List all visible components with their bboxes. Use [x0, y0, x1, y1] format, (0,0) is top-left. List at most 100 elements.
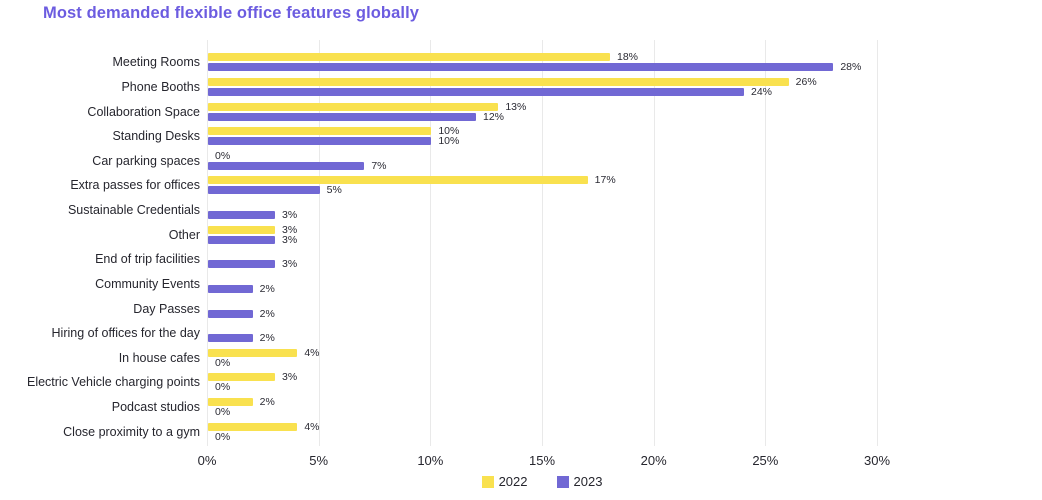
x-axis-tick-label: 0% [197, 453, 217, 468]
bar-2023: 5% [208, 184, 342, 196]
legend-swatch-icon [481, 475, 494, 488]
category-label: Phone Booths [121, 79, 200, 94]
x-axis-tick-label: 5% [309, 453, 329, 468]
bar-2022: 2% [208, 396, 275, 408]
category-label: Close proximity to a gym [63, 424, 200, 439]
legend-item-2022: 2022 [481, 474, 528, 489]
bar-value-label: 3% [282, 209, 298, 222]
bar-2022: 3% [208, 371, 297, 383]
bar-track: 3% 0% [207, 370, 877, 395]
x-axis-tick-label: 30% [863, 453, 891, 468]
bar-2023: 10% [208, 135, 459, 147]
gridline [765, 40, 767, 446]
bar-value-label: 4% [304, 346, 320, 359]
bar-value-label: 0% [215, 430, 231, 443]
bar-track: 4% 0% [207, 346, 877, 371]
bar-2023: 3% [208, 209, 297, 221]
bar-value-label: 3% [282, 233, 298, 246]
x-axis-tick-label: 15% [528, 453, 556, 468]
bar-track: 17% 5% [207, 173, 877, 198]
chart-row: End of trip facilities 3% [0, 247, 877, 272]
category-label: Day Passes [133, 301, 200, 316]
bar-2023: 2% [208, 332, 275, 344]
bar-2022: 18% [208, 51, 638, 63]
chart-row: Podcast studios 2% 0% [0, 395, 877, 420]
chart-row: In house cafes 4% 0% [0, 346, 877, 371]
bar-track: 13% 12% [207, 99, 877, 124]
bar-2022: 3% [208, 224, 297, 236]
category-label: Community Events [95, 276, 200, 291]
category-label: Standing Desks [112, 129, 200, 144]
bar-2022: 13% [208, 101, 526, 113]
gridline [207, 40, 208, 446]
category-label: Hiring of offices for the day [51, 326, 200, 341]
bar-track: 10% 10% [207, 124, 877, 149]
gridline [877, 40, 878, 446]
x-axis: 0% 5% 10% 15% 20% 25% 30% [198, 453, 890, 469]
bar-2022: 4% [208, 347, 320, 359]
bar-2022: 26% [208, 76, 817, 88]
bar-track: 18% 28% [207, 50, 877, 75]
bar-value-label: 10% [438, 125, 460, 138]
legend-item-2023: 2023 [556, 474, 603, 489]
bar-2023: 2% [208, 283, 275, 295]
bar-value-label: 2% [259, 396, 275, 409]
legend-label: 2023 [573, 474, 603, 489]
chart-row: Collaboration Space 13% 12% [0, 99, 877, 124]
bar-track: 2% [207, 296, 877, 321]
chart-title: Most demanded flexible office features g… [43, 4, 420, 22]
category-label: Collaboration Space [87, 104, 200, 119]
bar-track: 2% [207, 321, 877, 346]
bar-2023: 3% [208, 234, 297, 246]
category-label: Meeting Rooms [112, 55, 200, 70]
category-label: Car parking spaces [92, 153, 200, 168]
bar-value-label: 3% [282, 371, 298, 384]
chart-row: Car parking spaces 0% 7% [0, 149, 877, 174]
x-axis-tick-label: 10% [417, 453, 444, 468]
bar-track: 2% 0% [207, 395, 877, 420]
bar-value-label: 12% [483, 110, 505, 123]
bar-track: 4% 0% [207, 419, 877, 444]
bar-2022: 17% [208, 174, 616, 186]
chart-row: Close proximity to a gym 4% 0% [0, 419, 877, 444]
bar-value-label: 3% [282, 223, 298, 236]
x-axis-tick-label: 20% [640, 453, 667, 468]
chart-row: Other 3% 3% [0, 222, 877, 247]
bar-2023: 28% [208, 61, 861, 73]
category-label: Other [168, 227, 200, 242]
chart-row: Standing Desks 10% 10% [0, 124, 877, 149]
legend-label: 2022 [498, 474, 528, 489]
gridline [653, 40, 655, 446]
chart-row: Extra passes for offices 17% 5% [0, 173, 877, 198]
bar-value-label: 2% [259, 282, 275, 295]
bar-track: 3% [207, 198, 877, 223]
chart-row: Meeting Rooms 18% 28% [0, 50, 877, 75]
bar-value-label: 18% [617, 51, 639, 64]
chart-row: Electric Vehicle charging points 3% 0% [0, 370, 877, 395]
bar-2022: 10% [208, 125, 459, 137]
bar-track: 26% 24% [207, 75, 877, 100]
gridline [542, 40, 543, 446]
chart-row: Phone Booths 26% 24% [0, 75, 877, 100]
category-label: Electric Vehicle charging points [26, 375, 200, 390]
bar-value-label: 2% [259, 307, 275, 320]
category-label: End of trip facilities [95, 252, 200, 267]
bar-value-label: 4% [304, 420, 320, 433]
bar-track: 3% 3% [207, 222, 877, 247]
bar-value-label: 5% [326, 184, 342, 197]
gridline [430, 40, 432, 446]
bar-value-label: 28% [840, 61, 862, 74]
gridlines [207, 40, 878, 446]
x-axis-tick-label: 25% [752, 453, 779, 468]
bar-value-label: 26% [795, 75, 817, 88]
legend-swatch-icon [556, 475, 569, 488]
bar-track: 2% [207, 272, 877, 297]
bar-track: 0% 7% [207, 149, 877, 174]
chart-row: Day Passes 2% [0, 296, 877, 321]
bar-value-label: 3% [282, 258, 298, 271]
category-label: Sustainable Credentials [67, 203, 200, 218]
chart-row: Community Events 2% [0, 272, 877, 297]
bar-value-label: 13% [505, 100, 527, 113]
bar-value-label: 0% [215, 406, 231, 419]
